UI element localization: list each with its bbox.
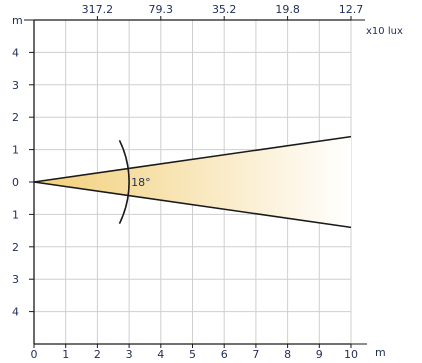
y-tick-label: 0 [12,176,19,189]
x-tick-label: 4 [157,348,164,361]
x-tick-label: 6 [221,348,228,361]
x-tick-label: 2 [94,348,101,361]
y-tick-label: 3 [12,273,19,286]
top-tick-label: 19.8 [275,3,300,16]
beam-cone [33,135,352,229]
x-tick-label: 8 [284,348,291,361]
y-tick-label: 2 [12,111,19,124]
top-tick-label: 317.2 [82,3,114,16]
y-tick-label: 2 [12,241,19,254]
y-tick-label: 1 [12,144,19,157]
x-tick-label: 0 [31,348,38,361]
y-unit-label: m [12,14,23,27]
top-tick-label: 35.2 [212,3,237,16]
top-tick-label: 79.3 [149,3,174,16]
axes [24,16,367,348]
x-tick-label: 7 [252,348,259,361]
y-tick-label: 4 [12,46,19,59]
beam-angle-label: 18° [131,176,151,189]
y-tick-label: 1 [12,208,19,221]
x-unit-label: m [375,346,386,359]
x-tick-label: 9 [316,348,323,361]
beam-edge-upper [33,135,352,183]
top-tick-label: 12.7 [339,3,364,16]
x-tick-label: 1 [62,348,69,361]
beam-angle-arc [118,139,130,225]
y-tick-label: 4 [12,306,19,319]
x-tick-label: 5 [189,348,196,361]
x-tick-label: 3 [126,348,133,361]
x-tick-label: 10 [344,348,358,361]
y-tick-label: 3 [12,79,19,92]
top-unit-label: x10 lux [366,26,403,37]
beam-fill [34,136,351,228]
beam-edge-lower [33,181,352,229]
